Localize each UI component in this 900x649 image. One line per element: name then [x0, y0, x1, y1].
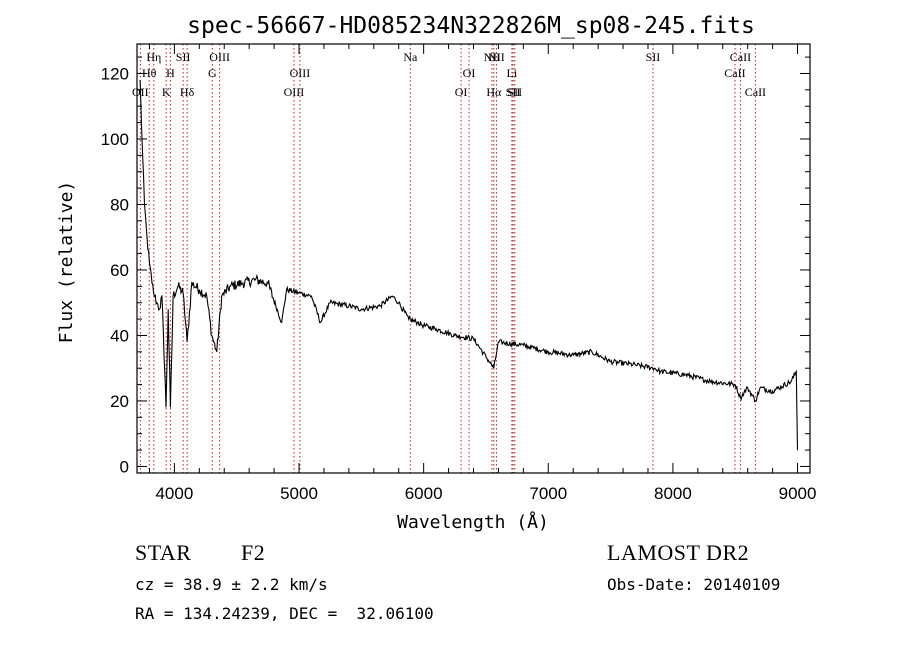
y-tick-label-1: 20 — [110, 392, 129, 411]
line-label-20: SII — [646, 50, 661, 64]
line-label-13: OI — [463, 66, 476, 80]
y-tick-label-4: 80 — [110, 195, 129, 214]
x-tick-label-3: 7000 — [529, 484, 567, 503]
x-tick-label-0: 4000 — [155, 484, 193, 503]
line-label-16: NII — [488, 50, 505, 64]
line-label-23: CaII — [745, 85, 766, 99]
survey-name: LAMOST DR2 — [607, 540, 750, 565]
y-tick-label-3: 60 — [110, 261, 129, 280]
object-class: STAR — [135, 540, 192, 565]
line-label-8: OIII — [209, 50, 230, 64]
line-label-15: Hα — [486, 85, 502, 99]
line-label-10: OIII — [290, 66, 311, 80]
redshift-readout: cz = 38.9 ± 2.2 km/s — [135, 575, 328, 594]
x-axis-label: Wavelength (Å) — [397, 511, 549, 533]
line-label-5: SII — [176, 50, 191, 64]
line-label-22: CaII — [730, 50, 751, 64]
line-label-2: Hη — [146, 50, 161, 64]
line-label-9: OIII — [284, 85, 305, 99]
x-axis-ticks: 4000 5000 6000 7000 8000 9000 — [148, 44, 817, 503]
y-tick-label-2: 40 — [110, 326, 129, 345]
line-label-11: Na — [403, 50, 418, 64]
y-axis-label: Flux (relative) — [56, 181, 77, 344]
plot-frame — [136, 43, 811, 474]
spectral-line-labels: OIIHθHηKHSIIHδGOIIIOIIIOIIINaOIOINIIHαNI… — [132, 50, 766, 99]
line-label-17: Li — [507, 66, 518, 80]
x-tick-label-4: 8000 — [654, 484, 692, 503]
line-label-19: SII — [507, 85, 522, 99]
x-tick-label-5: 9000 — [779, 484, 817, 503]
y-axis-ticks: 0 20 40 60 80 100 120 — [101, 56, 810, 476]
line-label-18: SII — [506, 85, 521, 99]
line-label-14: NII — [484, 50, 501, 64]
obs-date: Obs-Date: 20140109 — [607, 575, 781, 594]
line-label-1: Hθ — [142, 66, 157, 80]
line-label-7: G — [208, 66, 217, 80]
y-tick-label-0: 0 — [120, 457, 129, 476]
line-label-6: Hδ — [180, 85, 195, 99]
spectral-line-markers — [139, 44, 756, 473]
line-label-4: H — [166, 66, 175, 80]
spectrum-line — [139, 79, 799, 451]
chart-title: spec-56667-HD085234N322826M_sp08-245.fit… — [187, 13, 755, 39]
line-label-3: K — [162, 85, 171, 99]
coordinates-readout: RA = 134.24239, DEC = 32.06100 — [135, 604, 434, 623]
x-tick-label-1: 5000 — [280, 484, 318, 503]
x-tick-label-2: 6000 — [405, 484, 443, 503]
y-tick-label-6: 120 — [101, 64, 129, 83]
y-tick-label-5: 100 — [101, 130, 129, 149]
line-label-21: CaII — [724, 66, 745, 80]
line-label-12: OI — [455, 85, 468, 99]
object-subclass: F2 — [241, 540, 266, 565]
